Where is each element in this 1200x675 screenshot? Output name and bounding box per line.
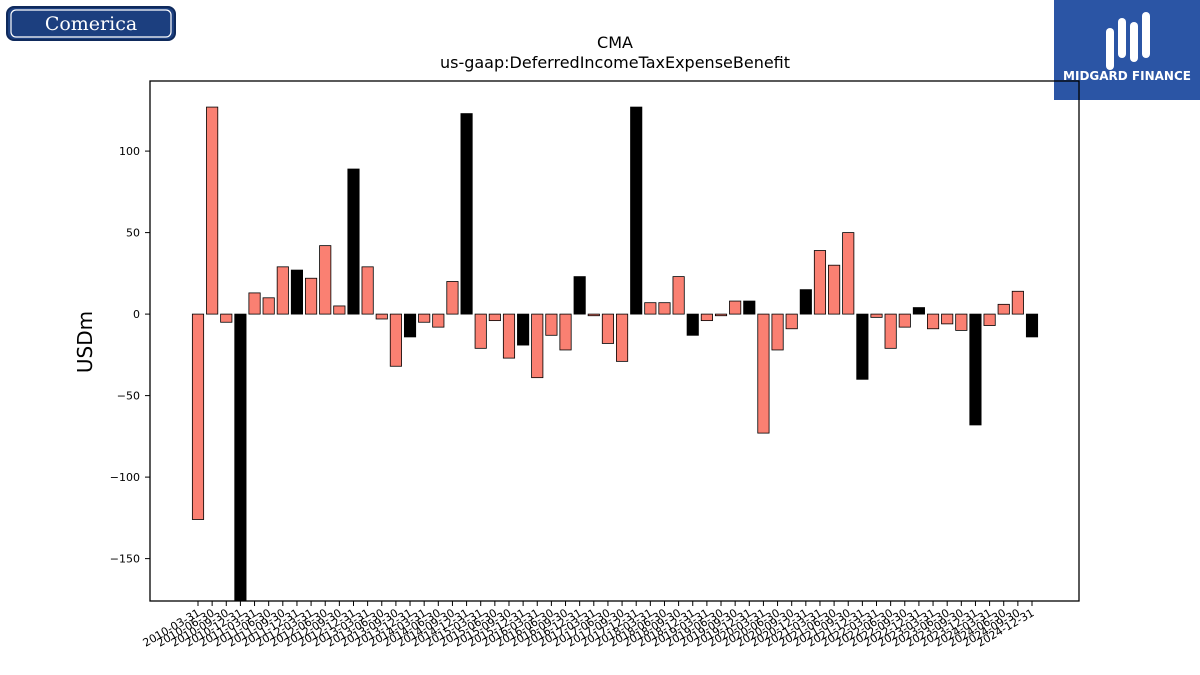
bar-2011-09-30 [276,266,289,315]
bar-2013-06-30 [375,313,388,320]
comerica-logo-text: Comerica [45,13,137,35]
bar-2020-06-30 [771,313,784,351]
bar-2018-03-31 [644,302,657,315]
bar-2016-12-31 [573,276,586,315]
y-tick-label: −50 [117,390,140,403]
bar-2020-09-30 [785,313,798,330]
bar-2017-03-31 [587,313,600,317]
bar-2019-03-31 [700,313,713,322]
bar-2019-09-30 [729,300,742,315]
bar-2011-12-31 [290,269,304,315]
bar-2011-03-31 [248,292,261,315]
chart-subtitle: us-gaap:DeferredIncomeTaxExpenseBenefit [440,53,790,72]
bar-2024-03-31 [983,313,996,326]
bar-2015-06-30 [488,313,501,322]
bar-2022-12-31 [912,307,925,315]
bar-2016-03-31 [531,313,544,379]
bar-2010-12-31 [234,313,247,602]
bar-2010-06-30 [206,106,219,315]
bar-2019-12-31 [743,300,756,315]
bar-2018-12-31 [686,313,699,336]
bar-2022-03-31 [870,313,883,318]
bar-2024-06-30 [997,303,1010,315]
bar-2014-03-31 [418,313,431,323]
bar-2017-12-31 [630,106,643,315]
bar-2013-09-30 [389,313,402,367]
bar-2012-12-31 [347,168,360,315]
y-tick-label: −150 [110,553,140,566]
bar-2014-09-30 [446,281,459,315]
bar-2024-12-31 [1025,313,1039,338]
y-ticks-layer: 100 50 0 −50 −100 −150 [110,145,150,566]
bar-2018-06-30 [658,302,671,315]
bar-2017-06-30 [601,313,614,344]
bar-2015-09-30 [502,313,516,359]
bar-2013-12-31 [403,313,417,338]
bar-2020-12-31 [799,289,812,315]
bar-2010-03-31 [191,313,205,520]
bar-2021-09-30 [842,232,855,315]
bar-2010-09-30 [220,313,233,323]
y-axis-label: USDm [73,311,97,373]
bar-2014-12-31 [460,113,473,315]
comerica-logo: Comerica [6,6,176,41]
bar-2022-09-30 [898,313,911,328]
bar-2016-09-30 [559,313,572,351]
bar-2021-03-31 [813,250,827,315]
bar-2012-09-30 [333,305,346,315]
bars-layer [191,106,1039,602]
bar-2021-12-31 [856,313,869,380]
chart-title: CMA [597,33,633,52]
midgard-finance-logo: MIDGARD FINANCE [1054,0,1200,100]
bar-2015-12-31 [517,313,530,346]
bar-2023-06-30 [941,313,954,325]
bar-2023-03-31 [927,313,940,330]
midgard-emblem-icon [1106,12,1150,70]
bar-2017-09-30 [616,313,629,362]
bar-2021-06-30 [828,264,841,315]
bar-2024-09-30 [1011,290,1024,315]
bar-2023-12-31 [969,313,982,426]
bar-2016-06-30 [545,313,558,336]
y-tick-label: 100 [119,145,140,158]
bar-2015-03-31 [474,313,487,349]
y-tick-label: −100 [110,471,140,484]
bar-2023-09-30 [955,313,968,331]
bar-2014-06-30 [432,313,445,328]
y-tick-label: 0 [133,308,140,321]
bar-2011-06-30 [262,297,275,315]
midgard-logo-text: MIDGARD FINANCE [1063,69,1191,83]
bar-2022-06-30 [884,313,897,349]
y-tick-label: 50 [126,227,140,240]
x-ticks-layer: 2010-03-312010-06-302010-09-302010-12-31… [141,601,1037,650]
bar-2018-09-30 [672,276,685,315]
bar-2019-06-30 [714,313,728,317]
bar-2013-03-31 [361,266,374,315]
plot-frame [149,80,1080,602]
bar-2012-06-30 [319,245,332,315]
bar-2012-03-31 [305,277,318,315]
bar-2020-03-31 [757,313,770,434]
